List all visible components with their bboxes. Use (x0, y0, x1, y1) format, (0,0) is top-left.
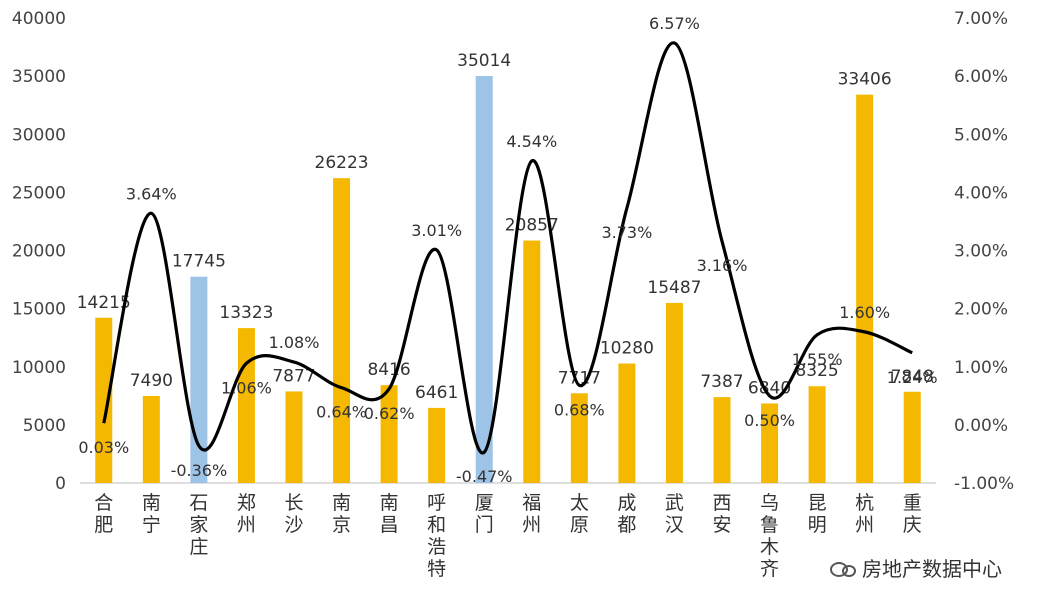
bar-value-label: 33406 (838, 70, 892, 90)
line-value-label: 1.55% (792, 350, 843, 369)
bar-value-label: 7877 (272, 366, 315, 386)
bar (380, 385, 398, 483)
bar (475, 75, 493, 483)
left-tick-label: 0 (55, 474, 66, 494)
bar (808, 386, 826, 483)
line-value-label: 4.54% (506, 132, 557, 151)
line-value-label: 0.68% (554, 400, 605, 419)
bars (95, 75, 921, 484)
bar (428, 407, 446, 483)
bar (618, 363, 636, 483)
right-tick-label: 7.00% (954, 9, 1008, 29)
bar-value-label: 7387 (700, 372, 743, 392)
wechat-icon (830, 559, 856, 577)
left-tick-label: 30000 (12, 125, 66, 145)
line-value-label: 0.03% (78, 438, 129, 457)
line-value-label: 3.16% (697, 256, 748, 275)
category-label: 成都 (617, 492, 636, 536)
watermark: 房地产数据中心 (824, 551, 1008, 584)
category-label: 南京 (332, 492, 351, 536)
bar-value-label: 8416 (367, 360, 410, 380)
category-label: 合肥 (94, 492, 113, 536)
bar (285, 391, 303, 483)
right-axis: -1.00% 0.00% 1.00% 2.00% 3.00% 4.00% 5.00% 6.00… (954, 9, 1014, 494)
line-value-label: 1.06% (221, 378, 272, 397)
right-tick-label: 3.00% (954, 242, 1008, 262)
bar-value-label: 14215 (77, 293, 131, 313)
bar-value-label: 13323 (219, 303, 273, 323)
bar-value-label: 7490 (130, 371, 173, 391)
line-labels: 0.03% 3.64% -0.36% 1.06% 1.08% 0.64%0.62% 3.01… (78, 14, 937, 486)
bar-value-label: 10280 (600, 338, 654, 358)
bar (761, 403, 779, 483)
line-value-label: 3.64% (126, 184, 177, 203)
right-tick-label: -1.00% (954, 474, 1014, 494)
right-tick-label: 5.00% (954, 125, 1008, 145)
right-tick-label: 2.00% (954, 300, 1008, 320)
category-label: 石家庄 (189, 492, 208, 558)
bar-value-label: 26223 (315, 153, 369, 173)
left-tick-label: 20000 (12, 242, 66, 262)
left-tick-label: 35000 (12, 67, 66, 87)
category-label: 杭州 (855, 492, 874, 536)
right-tick-label: 0.00% (954, 416, 1008, 436)
category-label: 武汉 (665, 492, 684, 536)
watermark-text: 房地产数据中心 (862, 557, 1002, 581)
bar-value-label: 15487 (647, 278, 701, 298)
bar (665, 302, 683, 483)
bar (142, 395, 160, 483)
bar (856, 94, 874, 484)
category-label: 厦门 (475, 492, 494, 536)
line-value-label: 0.64% (316, 403, 367, 422)
bar (523, 240, 541, 483)
line-value-label: 1.24% (887, 368, 938, 387)
line-value-label: 0.62% (364, 404, 415, 423)
right-tick-label: 1.00% (954, 358, 1008, 378)
bar (570, 393, 588, 483)
line-value-label: 3.01% (411, 221, 462, 240)
line-value-label: 3.73% (601, 223, 652, 242)
left-axis: 0 5000 10000 15000 20000 25000 30000 35000 40000 (12, 9, 66, 494)
bar-value-label: 6461 (415, 383, 458, 403)
bar-value-label: 35014 (457, 51, 511, 71)
left-tick-label: 25000 (12, 183, 66, 203)
right-tick-label: 4.00% (954, 183, 1008, 203)
bar (713, 397, 731, 483)
category-label: 呼和浩特 (427, 492, 446, 580)
left-tick-label: 5000 (23, 416, 66, 436)
line-value-label: 6.57% (649, 14, 700, 33)
line-value-label: -0.36% (171, 461, 228, 480)
bar-value-label: 7848 (891, 367, 934, 387)
bar-value-label: 17745 (172, 252, 226, 272)
category-label: 乌鲁木齐 (760, 492, 779, 580)
category-label: 南昌 (380, 492, 399, 536)
line-value-label: -0.47% (456, 467, 513, 486)
bar (237, 328, 255, 483)
category-label: 西安 (712, 492, 731, 536)
line-value-label: 1.60% (839, 303, 890, 322)
category-label: 太原 (570, 492, 589, 536)
left-tick-label: 10000 (12, 358, 66, 378)
category-label: 福州 (522, 492, 541, 536)
bar (190, 276, 208, 483)
bar (333, 178, 351, 483)
left-tick-label: 40000 (12, 9, 66, 29)
category-label: 重庆 (903, 492, 922, 536)
bar (95, 317, 113, 483)
category-label: 郑州 (237, 492, 256, 536)
right-tick-label: 6.00% (954, 67, 1008, 87)
category-label: 南宁 (142, 492, 161, 536)
category-label: 昆明 (808, 492, 827, 536)
line-value-label: 0.50% (744, 411, 795, 430)
bar (903, 391, 921, 483)
bar-value-label: 8325 (795, 361, 838, 381)
line-series (102, 41, 913, 455)
category-label: 长沙 (284, 492, 303, 536)
line-value-label: 1.08% (269, 333, 320, 352)
left-tick-label: 15000 (12, 300, 66, 320)
